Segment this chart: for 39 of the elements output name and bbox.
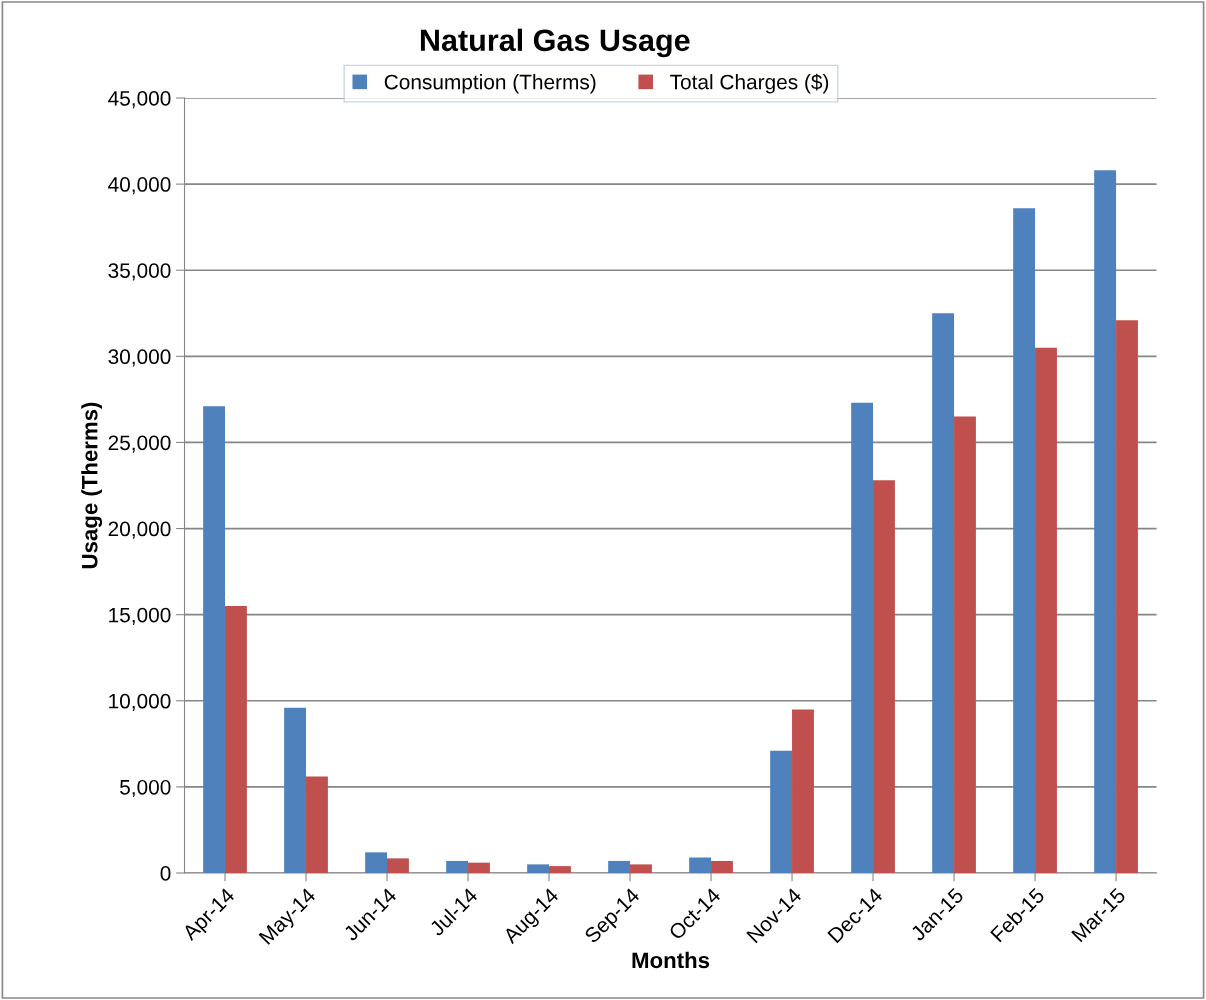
bar [954,416,976,873]
bar [284,707,307,873]
bar [306,776,328,873]
bar [608,860,631,873]
y-tick-label: 45,000 [108,91,171,109]
bar [365,852,388,873]
bar [1116,320,1138,873]
bar [932,313,955,873]
y-tick-label: 0 [160,866,171,881]
bar [711,860,733,873]
bar [851,402,874,873]
bar [387,858,409,873]
x-axis-title: Months [632,951,710,969]
y-tick-label: 15,000 [109,607,171,625]
y-tick-label: 30,000 [108,349,171,367]
y-axis-title: Usage (Therms) [81,402,103,569]
bar [1013,208,1036,873]
y-tick-label: 40,000 [108,177,171,195]
bar [689,857,712,873]
y-tick-label: 10,000 [109,693,171,711]
bar [792,709,814,873]
bar [873,480,895,873]
y-tick-label: 35,000 [108,263,171,281]
bar [446,860,469,873]
bar [630,864,652,873]
bar [527,864,550,873]
bar [203,406,226,873]
legend-label: Consumption (Therms) [384,74,596,94]
legend-label: Total Charges ($) [670,73,829,94]
bar [1094,170,1117,873]
bar [770,750,793,873]
bar [549,866,571,873]
bar [468,862,490,873]
bar [1035,347,1057,873]
y-tick-label: 20,000 [108,521,171,539]
y-tick-label: 5,000 [120,779,171,798]
bar [225,606,247,873]
y-tick-label: 25,000 [108,435,171,453]
chart-title: Natural Gas Usage [420,28,690,58]
